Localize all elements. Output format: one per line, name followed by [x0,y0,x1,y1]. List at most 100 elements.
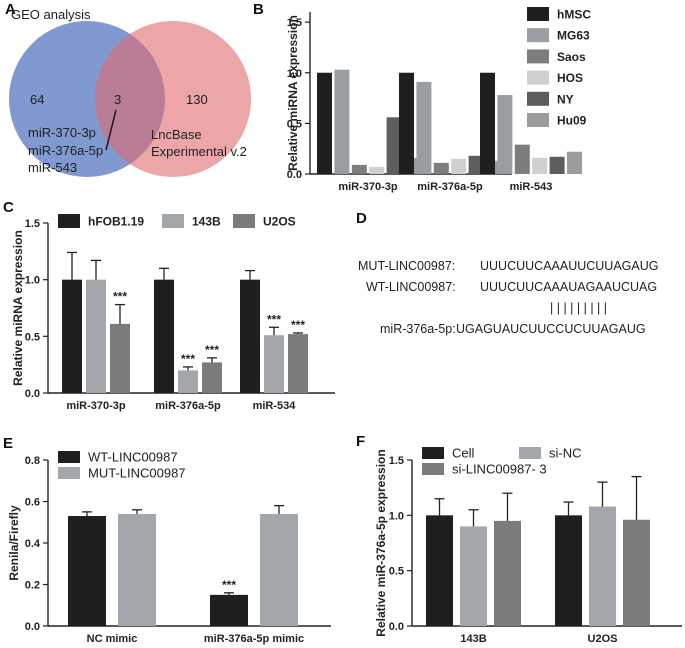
y-tick-label: 1.5 [25,218,40,230]
legend-label: Cell [452,446,475,461]
bar-saos-0 [351,164,367,174]
bar-hmsc-1 [399,72,414,174]
bar-hos-2 [532,157,548,174]
venn-diagram: GEO analysis 64 3 130 miR-370-3p miR-376… [9,7,251,177]
y-tick-label: 0.6 [25,497,40,509]
legend-swatch [527,113,549,127]
bar-143b-2 [264,335,284,393]
significance-stars: *** [113,290,127,304]
venn-gene-2: miR-376a-5p [28,143,103,158]
y-axis-label: Relative miRNA expression [286,15,300,171]
legend-label: MG63 [557,29,590,43]
bar-hos-1 [451,158,467,174]
x-category-label: NC mimic [87,633,138,645]
bar-mg63-2 [497,95,513,174]
y-tick-label: 0.0 [25,388,40,400]
chart-e-luciferase-ratio: 0.0 0.2 0.4 0.6 0.8 Renila/Firefly NC mimic ***… [7,450,331,645]
x-category-label: miR-534 [253,400,297,412]
base-pair-bonds: | | | | | | | | | [550,301,607,315]
legend-swatch [527,91,549,106]
bar-saos-1 [433,162,449,174]
bar-ny-0 [386,117,402,174]
bar-ny-1 [468,155,484,174]
legend-swatch [519,447,541,459]
sequence-alignment: MUT-LINC00987: UUUCUUCAAAUUCUUAGAUG WT-L… [358,259,659,336]
legend-swatch [58,451,80,463]
y-tick-label: 0.8 [25,455,40,467]
y-tick-label: 0.5 [287,118,302,130]
legend-swatch [58,467,80,479]
bar-hos-0 [369,166,385,174]
legend-label: si-NC [549,446,582,461]
y-axis-label: Relative miR-376a-5p expression [374,449,388,636]
y-tick-label: 1.0 [287,68,302,80]
venn-pointer-line [105,109,117,151]
legend-swatch [527,49,549,64]
bar-mut-linc00987-1 [260,513,298,626]
legend-label: 143B [192,215,221,229]
panel-label-c: C [3,199,14,216]
legend-label: WT-LINC00987 [88,450,178,465]
legend-swatch [422,463,444,475]
y-tick-label: 0.5 [389,566,404,578]
x-category-label: miR-376a-5p mimic [204,633,304,645]
y-axis-label: Renila/Firefly [7,505,21,581]
legend-label: MUT-LINC00987 [88,466,186,481]
wt-sequence: UUUCUUCAAAUAGAAUCUAG [480,280,657,294]
y-tick-label: 1.0 [389,510,404,522]
significance-stars: *** [181,352,195,366]
legend-swatch [527,28,549,43]
y-tick-label: 0.0 [389,621,404,633]
bar-hfob1-19-2 [240,279,260,393]
mir-sequence: UGAGUAUCUUCCUCUUAGAUG [456,322,646,336]
x-category-label: miR-376a-5p [417,181,483,193]
bar-cell-0 [426,515,453,626]
bar-ny-2 [549,156,565,174]
bar-u2os-2 [288,334,308,393]
legend-swatch [162,214,184,228]
venn-left-title: GEO analysis [11,7,91,22]
y-tick-label: 1.0 [25,275,40,287]
venn-right-title-1: LncBase [151,127,202,142]
x-category-label: miR-543 [510,181,553,193]
y-tick-label: 1.5 [389,455,404,467]
legend-label: U2OS [263,215,296,229]
wt-label: WT-LINC00987: [366,280,456,294]
panel-label-f: F [356,433,365,450]
legend-label: HOS [557,71,583,85]
bar-hmsc-0 [317,72,332,174]
bar-mg63-1 [416,81,432,174]
venn-right-count: 130 [186,92,208,107]
bar-hu09-2 [567,151,582,174]
bar-si-nc-0 [460,526,487,626]
panel-label-d: D [356,210,367,227]
x-category-label: miR-370-3p [338,181,398,193]
venn-right-circle [95,21,251,177]
significance-stars: *** [267,312,281,326]
legend-swatch [233,214,255,228]
bar-u2os-0 [110,323,130,393]
legend-swatch [527,70,549,85]
bar-cell-1 [555,515,582,626]
y-tick-label: 0.4 [25,538,41,550]
x-category-label: miR-370-3p [66,400,126,412]
legend-label: hMSC [557,8,591,22]
panel-label-a: A [5,1,16,18]
venn-overlap-count: 3 [114,92,121,107]
bar-saos-2 [514,144,530,174]
legend-swatch [527,7,549,21]
x-category-label: miR-376a-5p [155,400,221,412]
significance-stars: *** [205,343,219,357]
legend-swatch [422,447,444,459]
bar-hfob1-19-1 [154,279,174,393]
venn-gene-3: miR-543 [28,160,77,175]
x-category-label: 143B [460,633,486,645]
legend-label: NY [557,92,574,106]
bar-143b-0 [86,279,106,393]
bar-u2os-1 [202,362,222,393]
bar-mut-linc00987-0 [118,513,156,626]
bar-si-linc00987-3-0 [494,520,521,626]
y-tick-label: 0.5 [25,331,40,343]
y-tick-label: 1.5 [287,17,302,29]
